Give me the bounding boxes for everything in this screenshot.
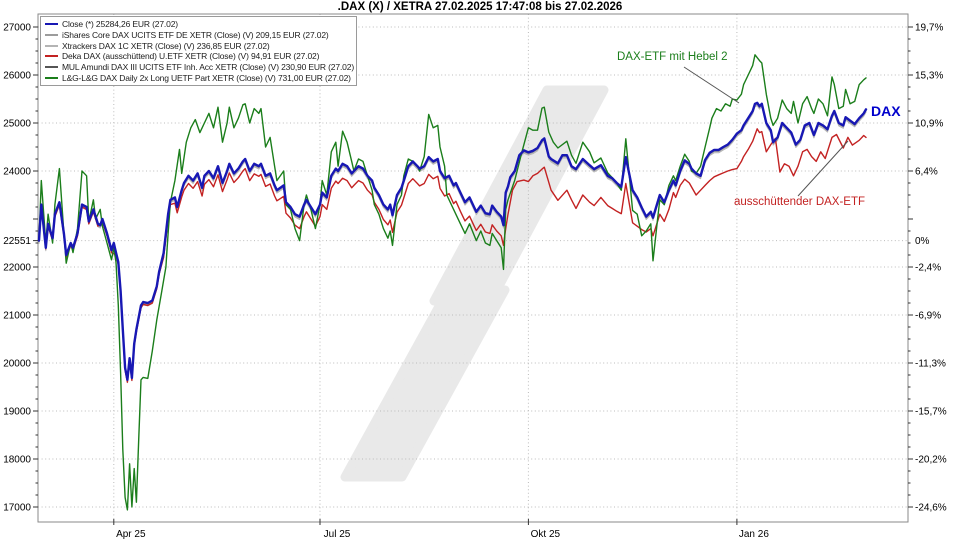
chart-title: .DAX (X) / XETRA 27.02.2025 17:47:08 bis… bbox=[337, 1, 623, 13]
legend-color-dash bbox=[45, 55, 58, 58]
x-axis-label: Jul 25 bbox=[324, 529, 351, 540]
legend-item[interactable]: Deka DAX (ausschüttend) U.ETF XETR (Clos… bbox=[45, 51, 352, 62]
x-axis-label: Apr 25 bbox=[116, 529, 146, 540]
legend-items: Close (*) 25284,26 EUR (27.02) iShares Co… bbox=[45, 19, 354, 83]
y-axis-label-left: 17000 bbox=[3, 503, 31, 514]
legend-color-dash bbox=[45, 23, 58, 26]
legend-item[interactable]: L&G-L&G DAX Daily 2x Long UETF Part XETR… bbox=[45, 72, 352, 83]
x-axis-label: Okt 25 bbox=[531, 529, 561, 540]
legend-label: iShares Core DAX UCITS ETF DE XETR (Clos… bbox=[62, 30, 329, 41]
y-axis-label-right: 6,4% bbox=[915, 167, 938, 178]
legend-item[interactable]: Xtrackers DAX 1C XETR (Close) (V) 236,85… bbox=[45, 40, 352, 51]
y-axis-label-left: 22551 bbox=[3, 236, 31, 247]
series-line-dax bbox=[37, 101, 868, 381]
y-axis-label-left: 20000 bbox=[3, 359, 31, 370]
y-axis-label-right: -15,7% bbox=[915, 407, 947, 418]
y-axis-label-left: 27000 bbox=[3, 23, 31, 34]
y-axis-label-left: 18000 bbox=[3, 455, 31, 466]
legend-color-dash bbox=[45, 44, 58, 47]
y-axis-label-right: 0% bbox=[915, 236, 930, 247]
annotation-arrow-distributing bbox=[797, 140, 849, 197]
y-axis-label-right: -2,4% bbox=[915, 263, 941, 274]
legend-item[interactable]: MUL Amundi DAX III UCITS ETF Inh. Acc XE… bbox=[45, 62, 354, 73]
y-axis-label-left: 22000 bbox=[3, 263, 31, 274]
legend-label: Close (*) 25284,26 EUR (27.02) bbox=[62, 19, 178, 30]
plot-layer: 27000 26000 25000 24000 22551 22000 21000 20000… bbox=[3, 13, 947, 540]
y-axis-label-left: 24000 bbox=[3, 167, 31, 178]
y-axis-label-right: 15,3% bbox=[915, 71, 943, 82]
annotation-layer bbox=[683, 66, 849, 197]
legend-color-dash bbox=[45, 76, 58, 79]
annotation-arrow-leveraged bbox=[683, 66, 740, 104]
watermark-logo bbox=[340, 85, 609, 482]
annotation-leveraged-etf: DAX-ETF mit Hebel 2 bbox=[617, 51, 728, 63]
y-axis-label-left: 25000 bbox=[3, 119, 31, 130]
x-axis-label: Jan 26 bbox=[739, 529, 769, 540]
legend-item[interactable]: iShares Core DAX UCITS ETF DE XETR (Clos… bbox=[45, 30, 352, 41]
series-line-deka bbox=[38, 128, 867, 383]
legend-item[interactable]: Close (*) 25284,26 EUR (27.02) bbox=[45, 19, 352, 30]
legend-color-dash bbox=[45, 66, 58, 69]
annotation-distributing-etf: ausschüttender DAX-ETF bbox=[734, 196, 866, 208]
y-axis-label-right: -6,9% bbox=[915, 311, 941, 322]
y-axis-label-left: 26000 bbox=[3, 71, 31, 82]
legend-label: Deka DAX (ausschüttend) U.ETF XETR (Clos… bbox=[62, 51, 320, 62]
y-axis-label-right: 19,7% bbox=[915, 23, 943, 34]
annotation-dax-label: DAX bbox=[871, 103, 901, 119]
legend-box: Close (*) 25284,26 EUR (27.02) iShares Co… bbox=[40, 16, 357, 87]
legend-label: Xtrackers DAX 1C XETR (Close) (V) 236,85… bbox=[62, 40, 270, 51]
legend-label: L&G-L&G DAX Daily 2x Long UETF Part XETR… bbox=[62, 72, 351, 83]
y-axis-label-right: -24,6% bbox=[915, 503, 947, 514]
legend-color-dash bbox=[45, 34, 58, 37]
y-axis-label-right: -20,2% bbox=[915, 455, 947, 466]
legend-label: MUL Amundi DAX III UCITS ETF Inh. Acc XE… bbox=[62, 62, 354, 73]
plot-frame bbox=[37, 13, 909, 523]
y-axis-label-right: 10,9% bbox=[915, 119, 943, 130]
y-axis-label-left: 19000 bbox=[3, 407, 31, 418]
y-axis-label-right: -11,3% bbox=[915, 359, 946, 370]
y-axis-label-left: 21000 bbox=[3, 311, 31, 322]
